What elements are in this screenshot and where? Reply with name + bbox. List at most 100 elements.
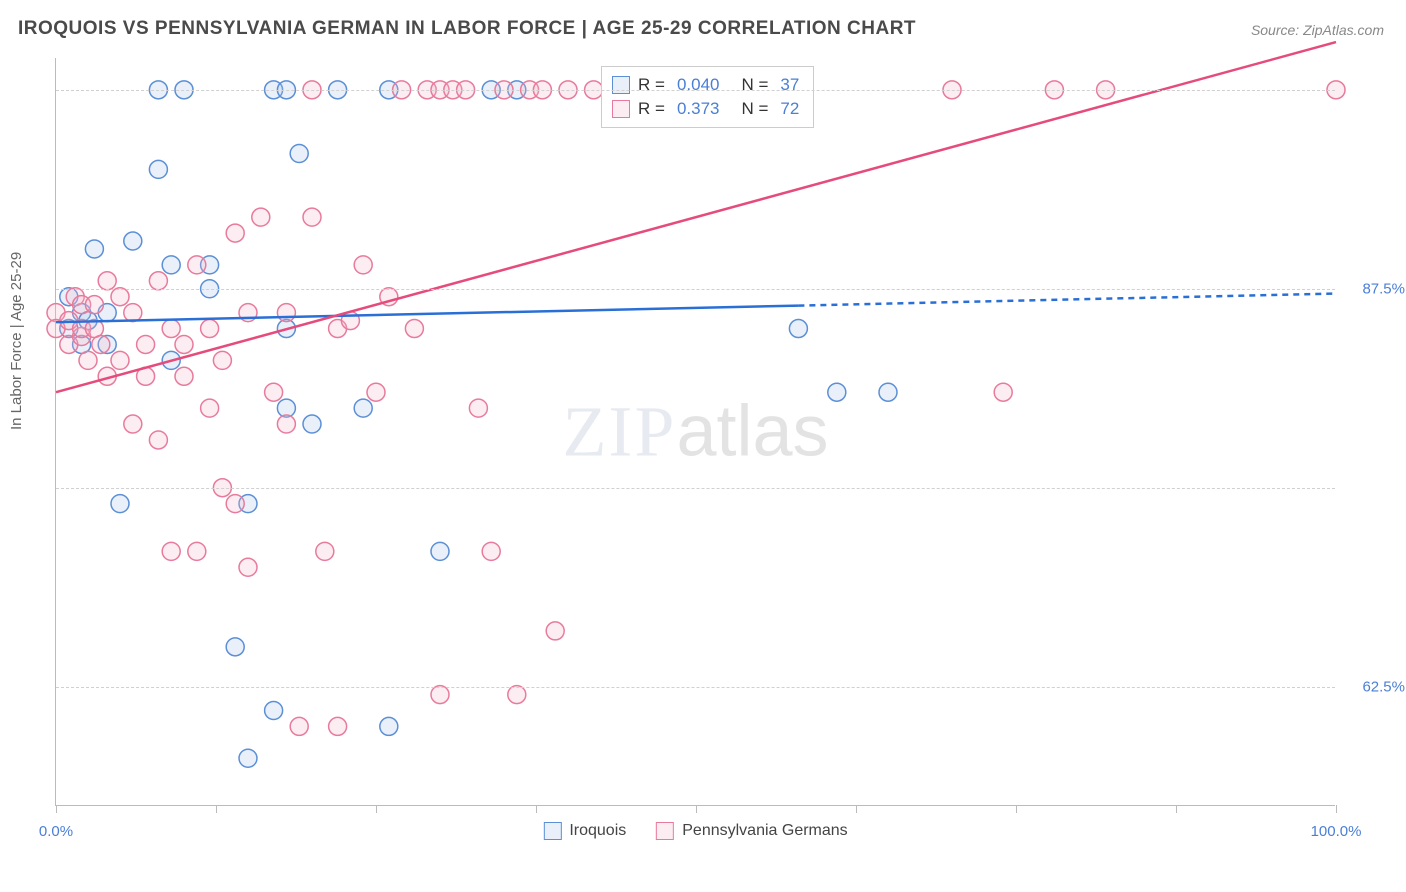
x-tick [216,805,217,813]
y-tick-label: 87.5% [1345,280,1405,297]
stat-r-label: R = [638,99,665,119]
x-tick [1176,805,1177,813]
grid-line [56,488,1335,489]
grid-line [56,687,1335,688]
data-point [252,208,270,226]
data-point [265,383,283,401]
x-tick [1336,805,1337,813]
data-point [239,558,257,576]
data-point [175,367,193,385]
data-point [879,383,897,401]
legend-swatch [656,822,674,840]
stat-n-label: N = [741,99,768,119]
data-point [175,335,193,353]
data-point [354,256,372,274]
data-point [265,702,283,720]
data-point [188,256,206,274]
data-point [98,272,116,290]
legend-bottom: Iroquois Pennsylvania Germans [543,822,847,840]
x-tick [856,805,857,813]
legend-swatch [612,76,630,94]
data-point [226,224,244,242]
legend-label: Pennsylvania Germans [682,822,847,840]
x-tick [696,805,697,813]
x-tick-label: 0.0% [39,823,73,840]
x-tick [376,805,377,813]
data-point [482,542,500,560]
data-point [226,638,244,656]
data-point [111,495,129,513]
data-point [201,320,219,338]
data-point [431,686,449,704]
data-point [303,415,321,433]
data-point [85,240,103,258]
data-point [546,622,564,640]
stat-r-label: R = [638,75,665,95]
stats-row: R = 0.040 N = 37 [612,73,799,97]
trend-line-extrapolated [798,294,1336,306]
data-point [316,542,334,560]
data-point [162,256,180,274]
data-point [469,399,487,417]
data-point [149,272,167,290]
data-point [149,160,167,178]
chart-plot-area: ZIPatlas R =0.040N =37R =0.373N =72 Iroq… [55,58,1335,806]
source-label: Source: ZipAtlas.com [1251,22,1384,38]
data-point [111,351,129,369]
legend-item: Pennsylvania Germans [656,822,847,840]
x-tick [536,805,537,813]
x-tick-label: 100.0% [1311,823,1362,840]
data-point [201,399,219,417]
legend-swatch [612,100,630,118]
stat-n-value: 37 [780,75,799,95]
data-point [277,415,295,433]
data-point [162,320,180,338]
data-point [162,542,180,560]
scatter-svg [56,58,1335,805]
data-point [380,717,398,735]
data-point [137,335,155,353]
data-point [188,542,206,560]
data-point [239,749,257,767]
x-tick [56,805,57,813]
stats-row: R = 0.373 N = 72 [612,97,799,121]
data-point [994,383,1012,401]
data-point [124,304,142,322]
stat-n-label: N = [741,75,768,95]
data-point [79,351,97,369]
correlation-stats-box: R = 0.040 N = 37 R = 0.373 N = 72 [601,66,814,128]
data-point [290,144,308,162]
stat-r-value: 0.040 [677,75,720,95]
data-point [290,717,308,735]
stat-n-value: 72 [780,99,799,119]
x-tick [1016,805,1017,813]
y-tick-label: 62.5% [1345,678,1405,695]
data-point [124,415,142,433]
legend-label: Iroquois [569,822,626,840]
data-point [111,288,129,306]
data-point [92,335,110,353]
data-point [367,383,385,401]
chart-title: IROQUOIS VS PENNSYLVANIA GERMAN IN LABOR… [18,18,916,40]
data-point [124,232,142,250]
data-point [329,717,347,735]
data-point [303,208,321,226]
data-point [149,431,167,449]
grid-line [56,289,1335,290]
data-point [354,399,372,417]
data-point [405,320,423,338]
stat-r-value: 0.373 [677,99,720,119]
data-point [85,296,103,314]
trend-line [56,306,798,323]
legend-item: Iroquois [543,822,626,840]
legend-swatch [543,822,561,840]
data-point [789,320,807,338]
data-point [508,686,526,704]
data-point [828,383,846,401]
grid-line [56,90,1335,91]
data-point [226,495,244,513]
data-point [431,542,449,560]
y-axis-label: In Labor Force | Age 25-29 [8,252,25,430]
data-point [213,351,231,369]
data-point [277,304,295,322]
